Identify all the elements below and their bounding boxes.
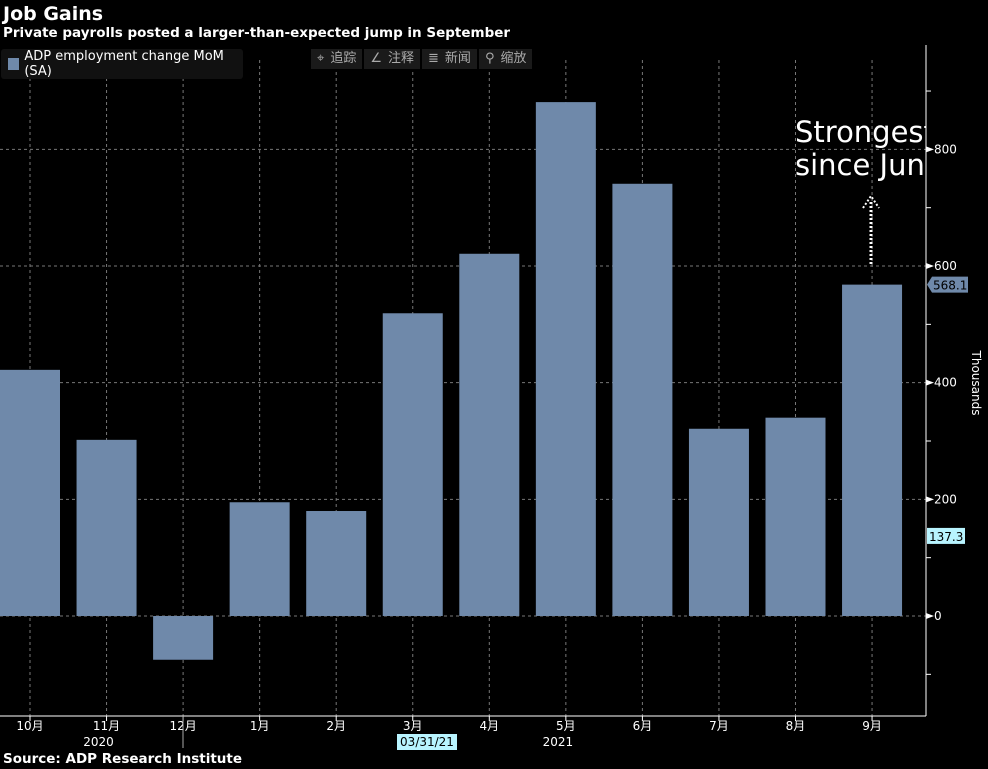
bar-11月 — [76, 439, 137, 616]
annotation-arrowhead — [862, 194, 880, 209]
annotation: Strongest since Jun — [795, 116, 926, 182]
toolbar: ⌖ 追踪 ∠ 注释 ≣ 新闻 ⚲ 缩放 — [311, 49, 533, 69]
x-tick-label: 5月 — [556, 719, 576, 733]
zoom-button[interactable]: ⚲ 缩放 — [478, 49, 533, 69]
legend-label: ADP employment change MoM (SA) — [24, 49, 224, 79]
news-button[interactable]: ≣ 新闻 — [422, 49, 477, 69]
track-button[interactable]: ⌖ 追踪 — [311, 49, 363, 69]
y-tick-label: 800 — [934, 142, 957, 156]
crosshair-icon: ⌖ — [317, 51, 325, 66]
x-tick-label: 8月 — [786, 719, 806, 733]
bar-4月 — [459, 253, 520, 617]
bar-10月 — [0, 369, 60, 616]
bar-9月 — [842, 284, 903, 616]
year-label: 2021 — [543, 735, 574, 749]
chart-title: Job Gains — [3, 3, 104, 25]
annotate-button[interactable]: ∠ 注释 — [364, 49, 421, 69]
news-label: 新闻 — [444, 51, 471, 66]
bar-3月 — [382, 313, 443, 616]
zoom-label: 缩放 — [500, 51, 527, 66]
cursor-date-badge — [397, 734, 457, 750]
y-tick-label: 0 — [934, 609, 942, 623]
x-tick-label: 2月 — [326, 719, 346, 733]
x-tick-label: 10月 — [16, 719, 43, 733]
marker-value-label: 137.3 — [929, 530, 963, 544]
bar-6月 — [612, 183, 673, 616]
y-tick-marker — [926, 263, 934, 270]
y-tick-marker — [926, 496, 934, 503]
track-label: 追踪 — [330, 51, 357, 66]
x-tick-label: 11月 — [93, 719, 120, 733]
chart-subtitle: Private payrolls posted a larger-than-ex… — [3, 25, 511, 41]
bar-2月 — [306, 511, 367, 616]
last-value-label: 568.1 — [933, 279, 967, 293]
bar-1月 — [229, 502, 290, 616]
y-tick-label: 400 — [934, 376, 957, 390]
pencil-icon: ∠ — [370, 51, 382, 66]
y-axis-title: Thousands — [969, 350, 983, 416]
x-tick-label: 9月 — [862, 719, 882, 733]
bar-12月 — [153, 616, 214, 660]
y-tick-marker — [926, 379, 934, 386]
marker-value-badge — [927, 527, 965, 544]
x-tick-label: 6月 — [633, 719, 653, 733]
bar-7月 — [688, 428, 749, 616]
last-value-badge — [927, 276, 968, 293]
legend[interactable]: ADP employment change MoM (SA) — [1, 49, 243, 79]
year-label: 2020 — [83, 735, 114, 749]
x-tick-label: 7月 — [709, 719, 729, 733]
source-note: Source: ADP Research Institute — [3, 751, 243, 767]
bar-5月 — [535, 102, 596, 617]
y-tick-marker — [926, 613, 934, 619]
y-tick-marker — [926, 146, 934, 153]
annotate-label: 注释 — [388, 51, 415, 66]
y-tick-label: 200 — [934, 492, 957, 506]
zoom-icon: ⚲ — [484, 51, 495, 66]
cursor-date-label: 03/31/21 — [400, 735, 454, 749]
y-tick-label: 600 — [934, 259, 957, 273]
news-icon: ≣ — [428, 51, 439, 66]
legend-swatch — [8, 58, 20, 70]
x-tick-label: 3月 — [403, 719, 423, 733]
annotation-line-1: Strongest — [795, 116, 926, 149]
x-tick-label: 1月 — [250, 719, 270, 733]
bar-8月 — [765, 417, 826, 616]
annotation-line-2: since Jun — [795, 148, 925, 182]
x-tick-label: 4月 — [479, 719, 499, 733]
